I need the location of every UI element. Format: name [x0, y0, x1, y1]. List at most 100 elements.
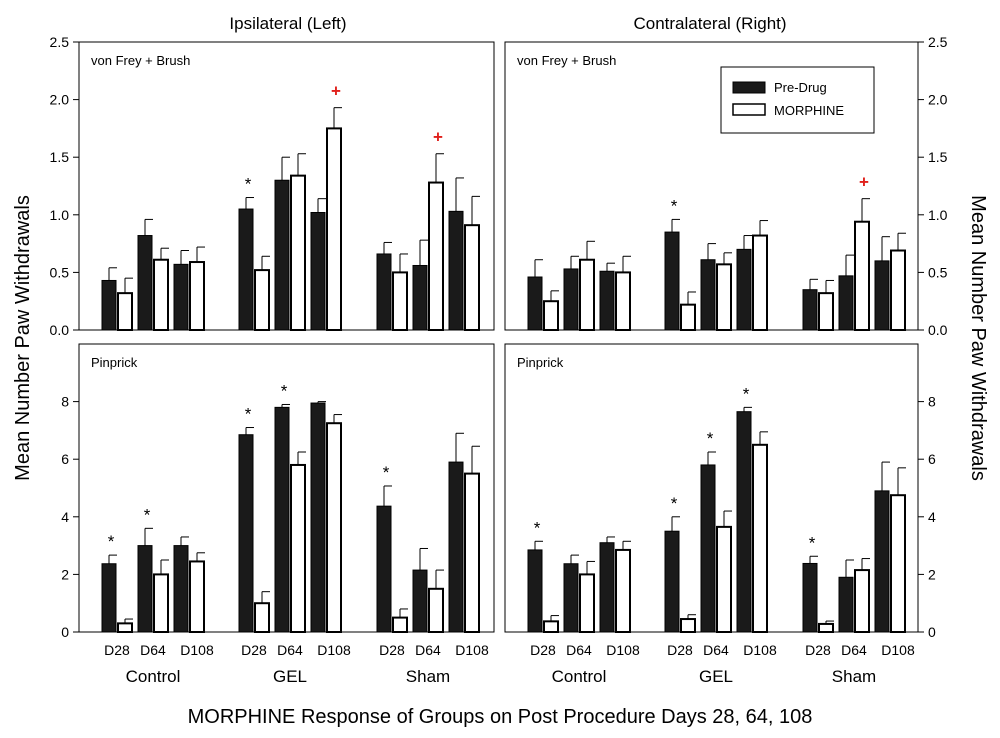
bar-pre-drug-control-d64 [137, 235, 153, 331]
panel-subtitle: von Frey + Brush [91, 53, 190, 68]
significance-star: * [743, 384, 750, 403]
legend: Pre-Drug MORPHINE [720, 66, 875, 134]
bar-morphine-control-d64 [153, 573, 169, 634]
bar-morphine-gel-d64 [716, 525, 732, 634]
significance-star: * [108, 532, 115, 551]
significance-plus: + [433, 128, 443, 147]
chart-panel-contralateral-vonfrey: von Frey + Brush 0.0 0.5 1.0 1.5 2.0 2.5 * + [504, 34, 948, 338]
y-tick-label: 8 [928, 394, 936, 410]
bar-morphine-sham-d108 [464, 224, 480, 331]
significance-plus: + [331, 82, 341, 101]
y-tick-label: 1.0 [928, 207, 948, 223]
bar-morphine-sham-d64 [854, 569, 870, 634]
y-tick-label: 0 [61, 624, 69, 640]
bar-pre-drug-sham-d64 [838, 275, 854, 331]
bar-pre-drug-sham-d28 [802, 289, 818, 331]
chart-panel-ipsilateral-pinprick: Pinprick 0 2 4 6 8 * * * * * D28 D64 D108 Control D28 D6… [61, 343, 495, 686]
bar-pre-drug-gel-d28 [664, 530, 680, 633]
bar-morphine-sham-d28 [392, 616, 408, 633]
bar-morphine-gel-d64 [716, 263, 732, 331]
bar-morphine-sham-d28 [392, 271, 408, 331]
day-label: D108 [317, 642, 351, 658]
bar-morphine-control-d64 [579, 573, 595, 634]
legend-label-pre-drug: Pre-Drug [774, 80, 827, 95]
legend-swatch-pre-drug [732, 81, 766, 94]
bar-pre-drug-control-d64 [563, 268, 579, 331]
significance-star: * [144, 505, 151, 524]
y-tick-label: 1.5 [928, 149, 948, 165]
bar-morphine-gel-d28 [254, 269, 270, 332]
day-label: D108 [180, 642, 214, 658]
panel-subtitle: Pinprick [517, 355, 564, 370]
bar-morphine-gel-d108 [752, 443, 768, 633]
day-label: D64 [566, 642, 592, 658]
y-tick-label: 4 [61, 509, 69, 525]
day-label: D64 [841, 642, 867, 658]
day-label: D28 [379, 642, 405, 658]
significance-star: * [534, 518, 541, 537]
bar-morphine-control-d64 [153, 258, 169, 331]
bar-morphine-sham-d64 [428, 587, 444, 633]
bar-morphine-control-d28 [117, 292, 133, 331]
bar-morphine-sham-d28 [818, 622, 834, 633]
significance-plus: + [859, 173, 869, 192]
day-label: D28 [530, 642, 556, 658]
significance-star: * [671, 494, 678, 513]
significance-star: * [707, 429, 714, 448]
bar-pre-drug-sham-d28 [802, 562, 818, 633]
group-label-control: Control [552, 667, 607, 686]
bar-morphine-control-d108 [189, 560, 205, 633]
day-label: D64 [703, 642, 729, 658]
bar-morphine-sham-d108 [890, 494, 906, 634]
bar-pre-drug-control-d64 [137, 545, 153, 633]
bar-pre-drug-sham-d28 [376, 505, 392, 633]
bar-pre-drug-control-d28 [101, 563, 117, 633]
bar-morphine-gel-d108 [752, 234, 768, 331]
bar-morphine-gel-d28 [680, 303, 696, 332]
day-label: D108 [743, 642, 777, 658]
bar-pre-drug-sham-d108 [874, 490, 890, 633]
chart-panel-ipsilateral-vonfrey: von Frey + Brush 0.0 0.5 1.0 1.5 2.0 2.5 * + + [50, 34, 495, 338]
bar-pre-drug-gel-d108 [310, 402, 326, 633]
significance-star: * [671, 196, 678, 215]
y-tick-label: 1.0 [50, 207, 70, 223]
y-tick-label: 0.5 [928, 264, 948, 280]
y-tick-label: 0.5 [50, 264, 70, 280]
bar-pre-drug-control-d28 [527, 549, 543, 633]
bar-morphine-sham-d64 [854, 220, 870, 332]
bar-morphine-control-d108 [615, 271, 631, 331]
chart-panels: von Frey + Brush 0.0 0.5 1.0 1.5 2.0 2.5 * + + von… [50, 34, 948, 686]
bar-pre-drug-sham-d108 [874, 260, 890, 331]
bar-morphine-control-d28 [543, 300, 559, 332]
group-label-sham: Sham [406, 667, 450, 686]
bar-pre-drug-gel-d64 [700, 259, 716, 331]
bar-pre-drug-gel-d108 [310, 211, 326, 331]
legend-swatch-morphine [732, 103, 766, 116]
panel-subtitle: Pinprick [91, 355, 138, 370]
panel-subtitle: von Frey + Brush [517, 53, 616, 68]
significance-star: * [383, 463, 390, 482]
bar-morphine-sham-d28 [818, 292, 834, 331]
bar-morphine-control-d64 [579, 258, 595, 331]
y-tick-label: 6 [61, 451, 69, 467]
bar-morphine-gel-d64 [290, 463, 306, 633]
bar-morphine-control-d108 [189, 261, 205, 332]
bar-morphine-control-d28 [117, 622, 133, 633]
day-label: D64 [277, 642, 303, 658]
day-label: D64 [415, 642, 441, 658]
column-title-ipsilateral: Ipsilateral (Left) [229, 14, 346, 33]
bar-pre-drug-control-d108 [599, 542, 615, 633]
significance-star: * [245, 175, 252, 194]
group-label-gel: GEL [699, 667, 733, 686]
y-tick-label: 6 [928, 451, 936, 467]
y-tick-label: 0.0 [50, 322, 70, 338]
y-tick-label: 2 [928, 566, 936, 582]
bar-morphine-gel-d28 [680, 618, 696, 633]
bar-pre-drug-sham-d28 [376, 253, 392, 331]
bar-pre-drug-control-d64 [563, 563, 579, 633]
group-label-control: Control [126, 667, 181, 686]
y-tick-label: 2.0 [928, 92, 948, 108]
day-label: D108 [606, 642, 640, 658]
y-tick-label: 2.5 [50, 34, 70, 50]
bar-morphine-gel-d64 [290, 174, 306, 331]
